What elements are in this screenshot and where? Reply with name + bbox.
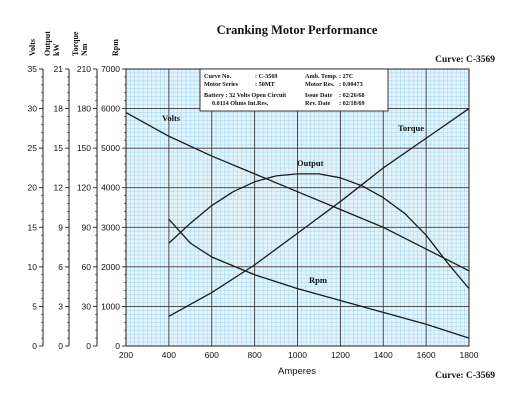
info-box-cell: : 02/26/68 xyxy=(339,92,365,99)
y-axis-label-torque: Nm xyxy=(80,43,89,56)
y-tick-label-rpm: 1000 xyxy=(101,301,120,311)
y-tick-label-output: 0 xyxy=(58,341,63,351)
y-tick-label-rpm: 0 xyxy=(115,341,120,351)
y-tick-label-output: 3 xyxy=(58,301,63,311)
y-axis-label-output: Output xyxy=(43,31,52,56)
y-tick-label-volts: 10 xyxy=(28,262,38,272)
y-tick-label-torque: 60 xyxy=(82,262,92,272)
y-tick-label-torque: 120 xyxy=(77,183,91,193)
y-tick-label-rpm: 7000 xyxy=(101,64,120,74)
x-tick-label: 400 xyxy=(162,350,176,360)
y-axis-label-torque: Torque xyxy=(71,31,80,56)
y-tick-label-volts: 30 xyxy=(28,104,38,114)
y-tick-label-volts: 25 xyxy=(28,143,38,153)
series-line-volts xyxy=(125,111,470,272)
info-box-cell: 0.0114 Ohms Int.Res. xyxy=(212,100,269,107)
series-line-rpm xyxy=(168,218,470,339)
info-box-cell: : 0.00473 xyxy=(339,81,363,88)
series-lines: Volts Torque Output Rpm xyxy=(125,108,470,339)
x-tick-label: 1000 xyxy=(288,350,307,360)
series-line-output xyxy=(168,173,470,290)
y-tick-label-output: 9 xyxy=(58,222,63,232)
info-box-frame xyxy=(199,68,389,112)
y-tick-label-torque: 150 xyxy=(77,143,91,153)
y-tick-label-torque: 180 xyxy=(77,104,91,114)
y-axis-label-volts: Volts xyxy=(28,39,37,56)
info-box-cell: Motor Res. xyxy=(305,81,335,88)
y-tick-label-output: 21 xyxy=(54,64,64,74)
y-tick-label-rpm: 5000 xyxy=(101,143,120,153)
x-tick-label: 1200 xyxy=(331,350,350,360)
y-tick-label-output: 18 xyxy=(54,104,64,114)
x-tick-label: 600 xyxy=(205,350,219,360)
x-tick-label: 1600 xyxy=(417,350,436,360)
y-axis-label-rpm: Rpm xyxy=(111,39,120,56)
info-box-cell: : 50MT xyxy=(255,81,276,88)
series-label-torque: Torque xyxy=(398,123,424,133)
x-tick-label: 800 xyxy=(248,350,262,360)
series-label-output: Output xyxy=(297,158,324,168)
curve-label-bottom: Curve: C-3569 xyxy=(435,371,495,381)
info-box-cell: Amb. Temp. xyxy=(305,73,338,80)
x-tick-label: 1800 xyxy=(460,350,479,360)
y-tick-label-volts: 15 xyxy=(28,222,38,232)
curve-label-top: Curve: C-3569 xyxy=(435,55,495,65)
series-label-rpm: Rpm xyxy=(309,275,327,285)
info-box-cell: : C-3569 xyxy=(255,73,278,80)
y-tick-label-rpm: 2000 xyxy=(101,262,120,272)
y-tick-label-rpm: 4000 xyxy=(101,183,120,193)
y-tick-label-output: 15 xyxy=(54,143,64,153)
y-tick-label-output: 6 xyxy=(58,262,63,272)
y-tick-label-volts: 5 xyxy=(32,301,37,311)
info-box: Curve No. : C-3569 Amb. Temp.: 27C Motor Se… xyxy=(199,68,389,112)
info-box-cell: Motor Series xyxy=(204,81,239,88)
y-tick-label-output: 12 xyxy=(54,183,64,193)
y-axis-label-output: kW xyxy=(52,44,61,56)
info-box-cell: Rev. Date xyxy=(305,100,331,107)
y-tick-label-torque: 90 xyxy=(82,222,92,232)
info-box-cell: : 27C xyxy=(339,73,353,80)
x-tick-label: 1400 xyxy=(374,350,393,360)
y-tick-label-torque: 0 xyxy=(86,341,91,351)
y-tick-label-rpm: 6000 xyxy=(101,104,120,114)
chart-title: Cranking Motor Performance xyxy=(217,23,378,37)
x-tick-label: 200 xyxy=(119,350,133,360)
x-axis-label: Amperes xyxy=(278,366,316,377)
info-box-cell: Battery : 32 Volts Open Circuit xyxy=(204,92,287,99)
y-tick-label-torque: 30 xyxy=(82,301,92,311)
y-tick-label-volts: 35 xyxy=(28,64,38,74)
y-tick-label-volts: 20 xyxy=(28,183,38,193)
info-box-cell: : 02/18/69 xyxy=(339,100,365,107)
y-tick-label-torque: 210 xyxy=(77,64,91,74)
y-tick-label-volts: 0 xyxy=(32,341,37,351)
series-label-volts: Volts xyxy=(162,113,181,123)
series-line-torque xyxy=(168,108,470,317)
info-box-cell: Curve No. xyxy=(204,73,232,80)
info-box-cell: Issue Date xyxy=(305,92,333,99)
y-tick-label-rpm: 3000 xyxy=(101,222,120,232)
